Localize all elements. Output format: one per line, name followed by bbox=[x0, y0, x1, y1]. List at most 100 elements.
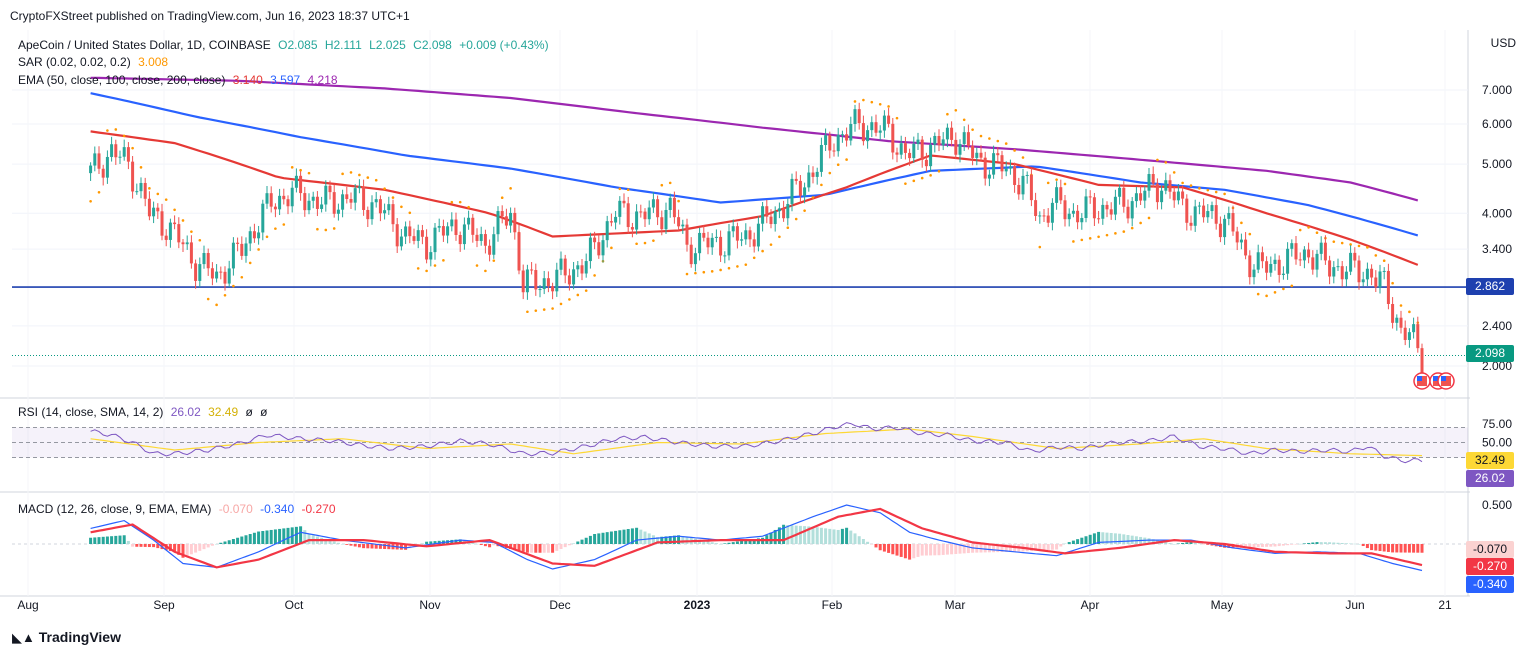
macd-histogram-bar bbox=[488, 544, 492, 548]
macd-histogram-bar bbox=[752, 539, 756, 544]
macd-histogram-bar bbox=[643, 531, 647, 544]
macd-histogram-bar bbox=[1076, 539, 1080, 544]
sar-dot bbox=[643, 241, 647, 245]
ema-legend[interactable]: EMA (50, close, 100, close, 200, close) … bbox=[18, 73, 342, 87]
sar-dot bbox=[106, 129, 109, 132]
macd-histogram-bar bbox=[656, 537, 660, 544]
macd-histogram-bar bbox=[866, 541, 870, 544]
candle-body bbox=[1323, 242, 1327, 261]
macd-histogram-bar bbox=[513, 544, 517, 550]
macd-histogram-bar bbox=[635, 527, 639, 544]
candle-body bbox=[643, 211, 647, 220]
sar-dot bbox=[845, 158, 848, 161]
macd-histogram-bar bbox=[336, 542, 340, 544]
candle-body bbox=[954, 139, 958, 155]
us-flag-event-icon[interactable] bbox=[1437, 372, 1455, 390]
us-flag-event-icon[interactable] bbox=[1413, 372, 1431, 390]
sar-dot bbox=[794, 217, 798, 221]
macd-histogram-bar bbox=[857, 536, 861, 544]
price-tick-label: 2.000 bbox=[1482, 359, 1512, 373]
macd-legend[interactable]: MACD (12, 26, close, 9, EMA, EMA) -0.070… bbox=[18, 502, 340, 516]
candle-body bbox=[1252, 269, 1256, 278]
macd-histogram-bar bbox=[1420, 544, 1424, 553]
event-flags[interactable] bbox=[1413, 372, 1455, 390]
candle-body bbox=[429, 252, 433, 260]
candle-body bbox=[261, 203, 265, 233]
candle-body bbox=[1202, 205, 1206, 218]
macd-histogram-bar bbox=[1126, 535, 1130, 544]
candle-body bbox=[366, 209, 370, 220]
candle-body bbox=[1055, 187, 1059, 203]
macd-histogram-bar bbox=[177, 544, 181, 555]
macd-histogram-bar bbox=[437, 540, 441, 544]
candle-body bbox=[336, 209, 340, 214]
signal-line bbox=[90, 507, 1423, 569]
ema100-line bbox=[90, 92, 1419, 237]
candle-body bbox=[740, 239, 744, 241]
macd-histogram-bar bbox=[849, 530, 853, 544]
rsi-legend[interactable]: RSI (14, close, SMA, 14, 2) 26.02 32.49 … bbox=[18, 405, 272, 419]
candle-body bbox=[723, 255, 727, 257]
macd-histogram-bar bbox=[1407, 544, 1411, 553]
macd-hist-tag: -0.070 bbox=[1466, 541, 1514, 558]
price-tick-label: 2.400 bbox=[1482, 319, 1512, 333]
candle-body bbox=[147, 198, 151, 217]
candle-body bbox=[425, 236, 429, 260]
candle-body bbox=[1315, 253, 1319, 270]
macd-histogram-bar bbox=[727, 542, 731, 544]
macd-histogram-bar bbox=[1273, 544, 1277, 547]
sar-dot bbox=[173, 208, 176, 212]
macd-histogram-bar bbox=[996, 544, 1000, 553]
candle-body bbox=[803, 187, 807, 196]
macd-lines bbox=[12, 504, 1468, 572]
candle-body bbox=[1181, 191, 1185, 199]
macd-histogram-bar bbox=[609, 531, 613, 544]
candle-body bbox=[357, 186, 361, 189]
macd-histogram-bar bbox=[475, 543, 479, 545]
sar-dot bbox=[1080, 238, 1084, 242]
macd-histogram-bar bbox=[1248, 544, 1252, 548]
axis-labels: 7.000 6.000 5.000 4.000 3.400 2.400 2.000 Aug Se… bbox=[17, 83, 1512, 612]
sar-dot bbox=[1130, 226, 1134, 230]
sar-dot bbox=[416, 267, 420, 270]
macd-histogram-bar bbox=[950, 544, 954, 555]
candle-body bbox=[807, 172, 811, 188]
macd-histogram-bar bbox=[870, 544, 874, 545]
candle-body bbox=[118, 156, 122, 158]
rsi-empty-1: ø bbox=[245, 405, 253, 419]
macd-histogram-bar bbox=[769, 532, 773, 544]
candle-body bbox=[240, 243, 244, 256]
candle-body bbox=[164, 235, 168, 240]
candle-body bbox=[551, 286, 555, 292]
candle-body bbox=[983, 157, 987, 179]
macd-histogram-bar bbox=[383, 544, 387, 549]
candle-body bbox=[614, 216, 618, 223]
sar-dot bbox=[853, 100, 857, 103]
candle-body bbox=[1042, 215, 1046, 217]
macd-histogram-bar bbox=[567, 544, 571, 546]
macd-histogram-bar bbox=[899, 544, 903, 557]
macd-histogram-bar bbox=[723, 543, 727, 544]
sar-dot bbox=[1282, 287, 1285, 291]
macd-histogram-bar bbox=[404, 544, 408, 550]
sar-dot bbox=[937, 169, 941, 173]
sar-dot bbox=[433, 264, 437, 267]
macd-histogram-bar bbox=[521, 544, 525, 552]
candle-body bbox=[719, 236, 723, 256]
candle-body bbox=[1412, 324, 1416, 333]
candle-body bbox=[962, 132, 966, 145]
macd-histogram-bar bbox=[777, 527, 781, 544]
symbol-legend[interactable]: ApeCoin / United States Dollar, 1D, COIN… bbox=[18, 38, 553, 52]
sar-dot bbox=[1382, 259, 1386, 262]
macd-histogram-bar bbox=[551, 544, 555, 553]
tradingview-logo[interactable]: ◣▲ TradingView bbox=[12, 629, 121, 646]
sar-dot bbox=[1240, 221, 1243, 225]
macd-histogram-bar bbox=[1227, 544, 1231, 548]
candle-body bbox=[1235, 231, 1239, 243]
sar-legend[interactable]: SAR (0.02, 0.02, 0.2) 3.008 bbox=[18, 55, 172, 69]
sar-dot bbox=[1114, 232, 1117, 235]
candle-body bbox=[593, 237, 597, 243]
price-tick-label: 4.000 bbox=[1482, 206, 1512, 220]
macd-histogram-bar bbox=[786, 525, 790, 544]
candle-body bbox=[1328, 260, 1332, 277]
